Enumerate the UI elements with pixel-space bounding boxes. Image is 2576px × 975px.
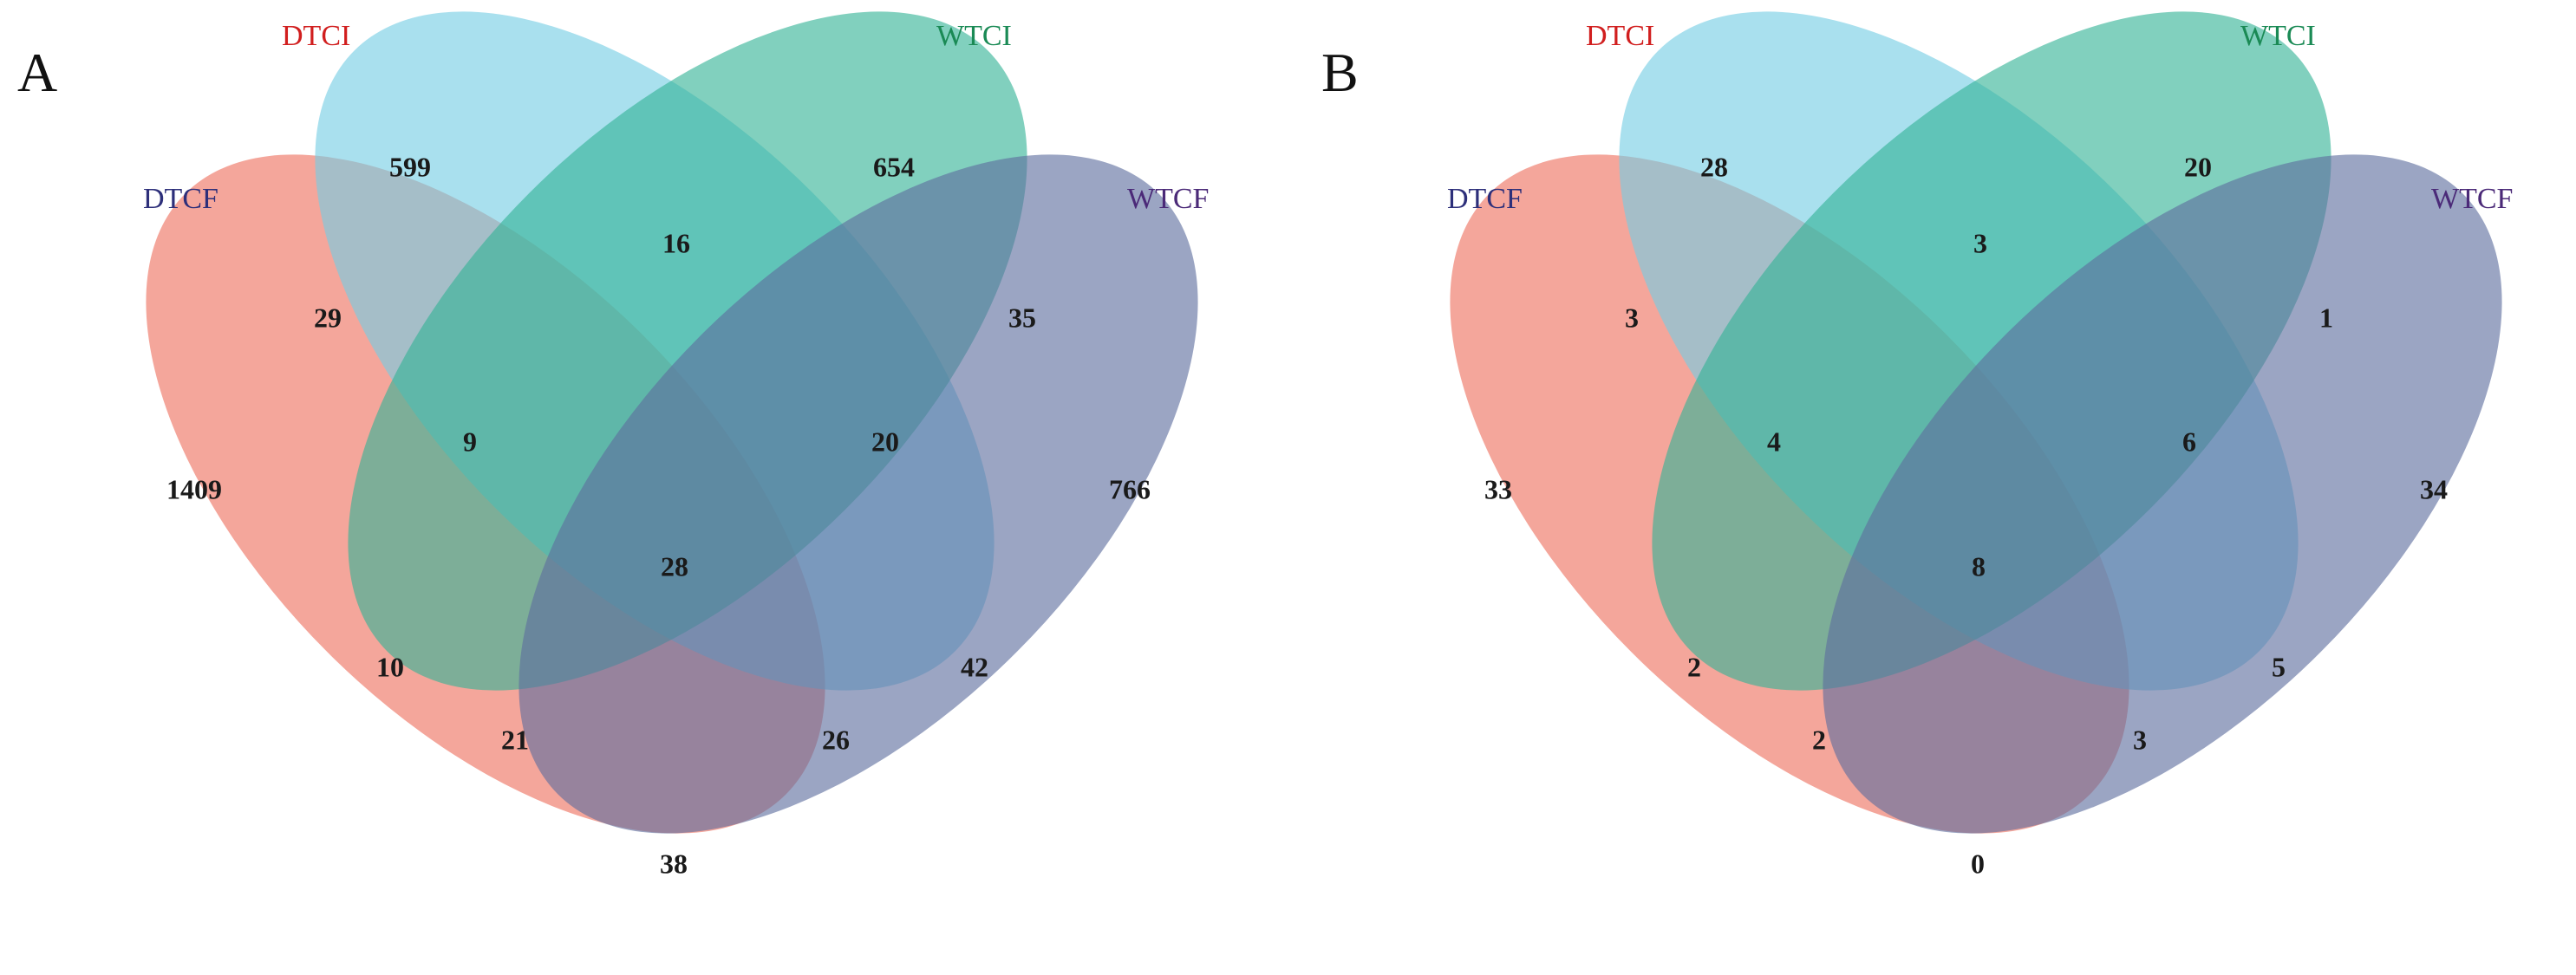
region-count-dtcf-dtci-wtcf: 3 xyxy=(2133,724,2147,755)
set-label-wtcf: WTCF xyxy=(1127,183,1209,215)
region-count-wtcf-only: 34 xyxy=(2420,473,2448,504)
set-label-wtci: WTCI xyxy=(936,20,1012,52)
set-ellipse-wtcf xyxy=(518,154,1198,834)
region-count-dtcf-dtci: 29 xyxy=(314,302,342,333)
region-count-dtcf-wtci-wtcf: 2 xyxy=(1812,724,1826,755)
set-label-dtcf: DTCF xyxy=(143,183,218,215)
region-count-dtci-wtci-wtcf: 6 xyxy=(2182,426,2196,457)
region-count-dtcf-wtcf: 0 xyxy=(1971,848,1985,879)
region-count-all-four: 8 xyxy=(1972,550,1986,582)
region-count-dtci-wtci: 16 xyxy=(662,227,690,258)
region-count-dtcf-wtci: 10 xyxy=(376,651,404,682)
region-count-dtcf-dtci-wtci: 9 xyxy=(463,426,477,457)
venn-panel-a: A DTCF DTCI WTCI WTCF 1409 599 654 766 29 16 35 9 20 2… xyxy=(17,11,1209,879)
region-count-dtcf-only: 33 xyxy=(1484,473,1512,504)
panel-label: B xyxy=(1321,42,1359,103)
region-count-wtci-wtcf: 1 xyxy=(2319,302,2333,333)
set-label-dtci: DTCI xyxy=(1586,20,1654,52)
region-count-wtci-wtcf: 35 xyxy=(1008,302,1036,333)
region-count-dtci-only: 599 xyxy=(389,151,431,182)
region-count-dtci-wtcf: 42 xyxy=(961,651,988,682)
region-count-all-four: 28 xyxy=(661,550,688,582)
panel-label: A xyxy=(17,42,57,103)
region-count-dtcf-only: 1409 xyxy=(166,473,222,504)
region-count-wtcf-only: 766 xyxy=(1109,473,1151,504)
set-label-wtci: WTCI xyxy=(2240,20,2316,52)
region-count-dtcf-wtci-wtcf: 21 xyxy=(501,724,529,755)
region-count-dtci-wtcf: 5 xyxy=(2272,651,2286,682)
set-label-wtcf: WTCF xyxy=(2431,183,2513,215)
region-count-dtcf-wtcf: 38 xyxy=(660,848,688,879)
region-count-dtcf-wtci: 2 xyxy=(1687,651,1701,682)
set-label-dtci: DTCI xyxy=(282,20,350,52)
region-count-wtci-only: 654 xyxy=(873,151,915,182)
set-label-dtcf: DTCF xyxy=(1447,183,1523,215)
region-count-dtcf-dtci-wtcf: 26 xyxy=(822,724,850,755)
region-count-dtcf-dtci: 3 xyxy=(1625,302,1639,333)
region-count-dtci-wtci-wtcf: 20 xyxy=(871,426,899,457)
region-count-dtcf-dtci-wtci: 4 xyxy=(1767,426,1781,457)
region-count-dtci-wtci: 3 xyxy=(1973,227,1987,258)
set-ellipse-wtcf xyxy=(1823,154,2502,834)
region-count-wtci-only: 20 xyxy=(2184,151,2212,182)
region-count-dtci-only: 28 xyxy=(1700,151,1728,182)
